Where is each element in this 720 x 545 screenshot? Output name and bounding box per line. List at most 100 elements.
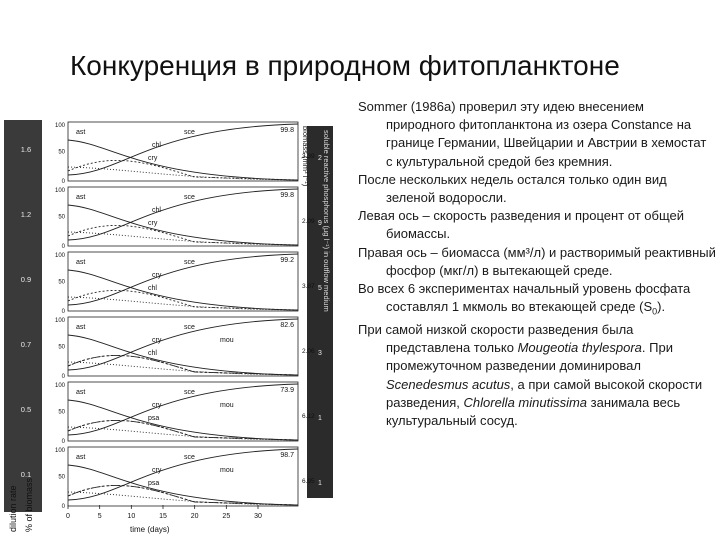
left-scan-strip (4, 120, 42, 512)
species-curve (67, 420, 299, 441)
paragraph-3: Левая ось – скорость разведения и процен… (358, 208, 684, 242)
species-curve (67, 361, 299, 376)
panel-dilution: 0.7 (21, 340, 31, 349)
species-curve (67, 123, 299, 176)
species-curve (67, 383, 299, 436)
panel-srp: 3 (318, 350, 322, 357)
panel-frame (67, 251, 299, 312)
p6-g: занимала весь культуральный сосуд. (386, 394, 681, 429)
species-curve (67, 485, 299, 506)
paragraph-4: Правая ось – биомасса (мм³/л) и раствори… (358, 244, 716, 278)
paragraph-6: При самой низкой скорости разведения был… (358, 321, 716, 430)
species-curve (67, 139, 299, 181)
slide-title: Конкуренция в природном фитопланктоне (70, 50, 620, 81)
y-tick-label: 100 (55, 383, 66, 389)
species-curve (67, 464, 299, 506)
species-label: sce (184, 324, 195, 331)
species-label: ast (76, 129, 85, 136)
y-tick-label: 0 (62, 179, 66, 185)
panel-dilution: 0.1 (21, 470, 31, 479)
y-tick-label: 0 (62, 439, 66, 445)
p6-species-3: Chlorella minutissima (463, 394, 588, 410)
species-label: ast (76, 389, 85, 396)
y-tick-label: 50 (58, 410, 65, 416)
y-tick-label: 0 (62, 374, 66, 380)
y-tick-label: 100 (55, 123, 66, 129)
species-label: cry (152, 337, 162, 344)
species-label: chl (148, 285, 157, 292)
p5-end: ). (657, 299, 666, 315)
species-label: chl (152, 207, 161, 214)
panel-frame (67, 121, 299, 182)
panel-srp: 5 (318, 285, 322, 292)
species-curve (67, 426, 299, 441)
x-tick-label: 5 (98, 513, 102, 520)
panel-dilution: 1.2 (21, 210, 31, 219)
species-curve (67, 225, 299, 246)
y-tick-label: 100 (55, 253, 66, 259)
x-tick-label: 0 (66, 513, 70, 520)
panel-dilution: 1.6 (21, 145, 31, 154)
panel-srp: 2 (318, 155, 322, 162)
panel-frame (67, 446, 299, 507)
paragraph-1: Sommer (1986a) проверил эту идею внесени… (358, 99, 707, 169)
x-tick-label: 25 (222, 513, 230, 520)
right-scan-strip (307, 126, 333, 498)
species-curve (67, 188, 299, 241)
p6-c: . При промежуточном разведении доминиров… (386, 340, 673, 374)
species-label: mou (220, 337, 234, 344)
y-tick-label: 50 (58, 215, 65, 221)
x-tick-label: 20 (191, 513, 199, 520)
panel-dilution: 0.9 (21, 275, 31, 284)
species-label: mou (220, 467, 234, 474)
panel-srp: 9 (318, 220, 322, 227)
panel-percent: 98.7 (280, 452, 294, 459)
y-tick-label: 0 (62, 309, 66, 315)
species-curve (67, 253, 299, 306)
p6-e: , а при самой высокой скорости разведени… (386, 376, 703, 410)
species-label: psa (148, 480, 159, 487)
panel-percent: 73.9 (280, 387, 294, 394)
panel-percent: 99.2 (280, 257, 294, 264)
species-label: sce (184, 194, 195, 201)
species-curve (67, 160, 299, 181)
panel-biomass: 2.06 (302, 348, 315, 355)
p5-subscript: 0 (652, 306, 658, 317)
panel-srp: 1 (318, 480, 322, 487)
chemostat-figure: 1.6 100 50 0 99.8 3.39 2 ast chl cry sce 1.2 100 50 0 9… (2, 112, 340, 540)
species-curve (67, 269, 299, 311)
species-label: cry (152, 402, 162, 409)
species-curve (67, 355, 299, 376)
x-tick-label: 10 (127, 513, 135, 520)
right-axis-label: biomass (mm³ l⁻¹) (301, 126, 310, 187)
explanation-text: Sommer (1986a) проверил эту идею внесени… (358, 98, 716, 430)
species-curve (67, 296, 299, 311)
y-tick-label: 50 (58, 150, 65, 156)
x-tick-label: 30 (254, 513, 262, 520)
panel-biomass: 3.87 (302, 283, 315, 290)
p6-a: При самой низкой скорости разведения был… (358, 322, 634, 356)
panel-dilution: 0.5 (21, 405, 31, 414)
x-axis-label: time (days) (130, 525, 170, 534)
y-tick-label: 50 (58, 280, 65, 286)
panel-biomass: 6.12 (302, 413, 315, 420)
species-label: sce (184, 454, 195, 461)
species-label: chl (148, 350, 157, 357)
species-curve (67, 318, 299, 371)
left-axis-label-2: % of biomass (24, 477, 34, 532)
species-label: cry (152, 467, 162, 474)
species-label: ast (76, 259, 85, 266)
panel-percent: 82.6 (280, 322, 294, 329)
y-tick-label: 50 (58, 475, 65, 481)
species-label: psa (148, 415, 159, 422)
species-label: cry (148, 220, 158, 227)
species-curve (67, 231, 299, 246)
panel-percent: 99.8 (280, 192, 294, 199)
panel-biomass: 3.39 (302, 153, 315, 160)
species-label: ast (76, 194, 85, 201)
species-curve (67, 204, 299, 246)
panel-frame (67, 381, 299, 442)
p6-species-1: Mougeotia thylespora (517, 340, 642, 356)
y-tick-label: 0 (62, 504, 66, 510)
